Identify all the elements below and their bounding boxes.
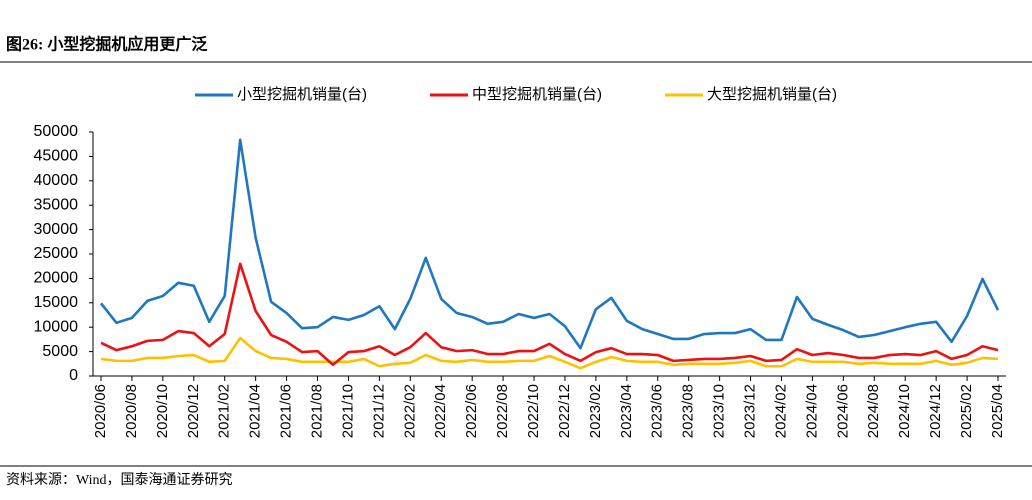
x-tick-label: 2024/08 [865, 384, 882, 438]
x-tick-label: 2025/02 [958, 384, 975, 438]
x-tick-label: 2022/02 [401, 384, 418, 438]
x-tick-label: 2025/04 [989, 384, 1006, 438]
y-tick-label: 25000 [34, 245, 79, 262]
x-tick-label: 2022/10 [525, 384, 542, 438]
y-tick-label: 20000 [34, 270, 79, 287]
y-tick-label: 30000 [34, 221, 79, 238]
x-tick-label: 2023/06 [649, 384, 666, 438]
legend-label: 小型挖掘机销量(台) [237, 86, 367, 103]
x-tick-label: 2020/06 [92, 384, 109, 438]
x-tick-label: 2022/12 [556, 384, 573, 438]
y-tick-label: 15000 [34, 294, 79, 311]
x-tick-label: 2023/02 [587, 384, 604, 438]
x-tick-label: 2021/08 [308, 384, 325, 438]
x-tick-label: 2021/10 [339, 384, 356, 438]
x-tick-label: 2020/08 [123, 384, 140, 438]
x-tick-label: 2022/08 [494, 384, 511, 438]
x-tick-label: 2020/12 [185, 384, 202, 438]
x-tick-label: 2024/12 [927, 384, 944, 438]
y-tick-label: 35000 [34, 196, 79, 213]
x-tick-label: 2023/08 [680, 384, 697, 438]
y-tick-label: 0 [69, 367, 78, 384]
y-tick-label: 10000 [34, 318, 79, 335]
x-tick-label: 2024/10 [896, 384, 913, 438]
x-tick-label: 2023/10 [711, 384, 728, 438]
x-tick-label: 2024/04 [803, 384, 820, 438]
series-line [100, 336, 999, 370]
x-tick-label: 2024/06 [834, 384, 851, 438]
x-tick-label: 2021/06 [278, 384, 295, 438]
x-tick-label: 2021/02 [216, 384, 233, 438]
x-tick-label: 2024/02 [772, 384, 789, 438]
legend-label: 中型挖掘机销量(台) [472, 86, 602, 103]
legend-label: 大型挖掘机销量(台) [707, 86, 837, 103]
x-tick-label: 2023/12 [742, 384, 759, 438]
series-line [99, 138, 1000, 350]
x-tick-label: 2022/06 [463, 384, 480, 438]
y-tick-label: 5000 [42, 343, 78, 360]
x-tick-label: 2023/04 [618, 384, 635, 438]
y-tick-label: 50000 [34, 123, 79, 140]
source-note: 资料来源：Wind，国泰海通证券研究 [6, 472, 233, 488]
y-tick-label: 45000 [34, 148, 79, 165]
y-tick-label: 40000 [34, 172, 79, 189]
x-tick-label: 2020/10 [154, 384, 171, 438]
x-tick-label: 2021/04 [247, 384, 264, 438]
chart-title: 图26: 小型挖掘机应用更广泛 [6, 35, 207, 54]
x-tick-label: 2021/12 [370, 384, 387, 438]
series-line [100, 262, 999, 367]
x-tick-label: 2022/04 [432, 384, 449, 438]
